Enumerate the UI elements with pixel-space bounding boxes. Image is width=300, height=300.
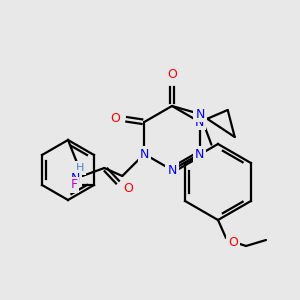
- Text: N: N: [195, 116, 204, 128]
- Text: O: O: [123, 182, 133, 196]
- Text: F: F: [70, 178, 77, 191]
- Text: O: O: [110, 112, 120, 125]
- Text: O: O: [167, 68, 177, 82]
- Text: O: O: [228, 236, 238, 248]
- Text: N: N: [140, 148, 149, 160]
- Text: N: N: [167, 164, 177, 176]
- Text: N: N: [195, 107, 205, 121]
- Text: N: N: [195, 148, 204, 160]
- Text: N: N: [70, 172, 80, 184]
- Text: H: H: [76, 163, 85, 173]
